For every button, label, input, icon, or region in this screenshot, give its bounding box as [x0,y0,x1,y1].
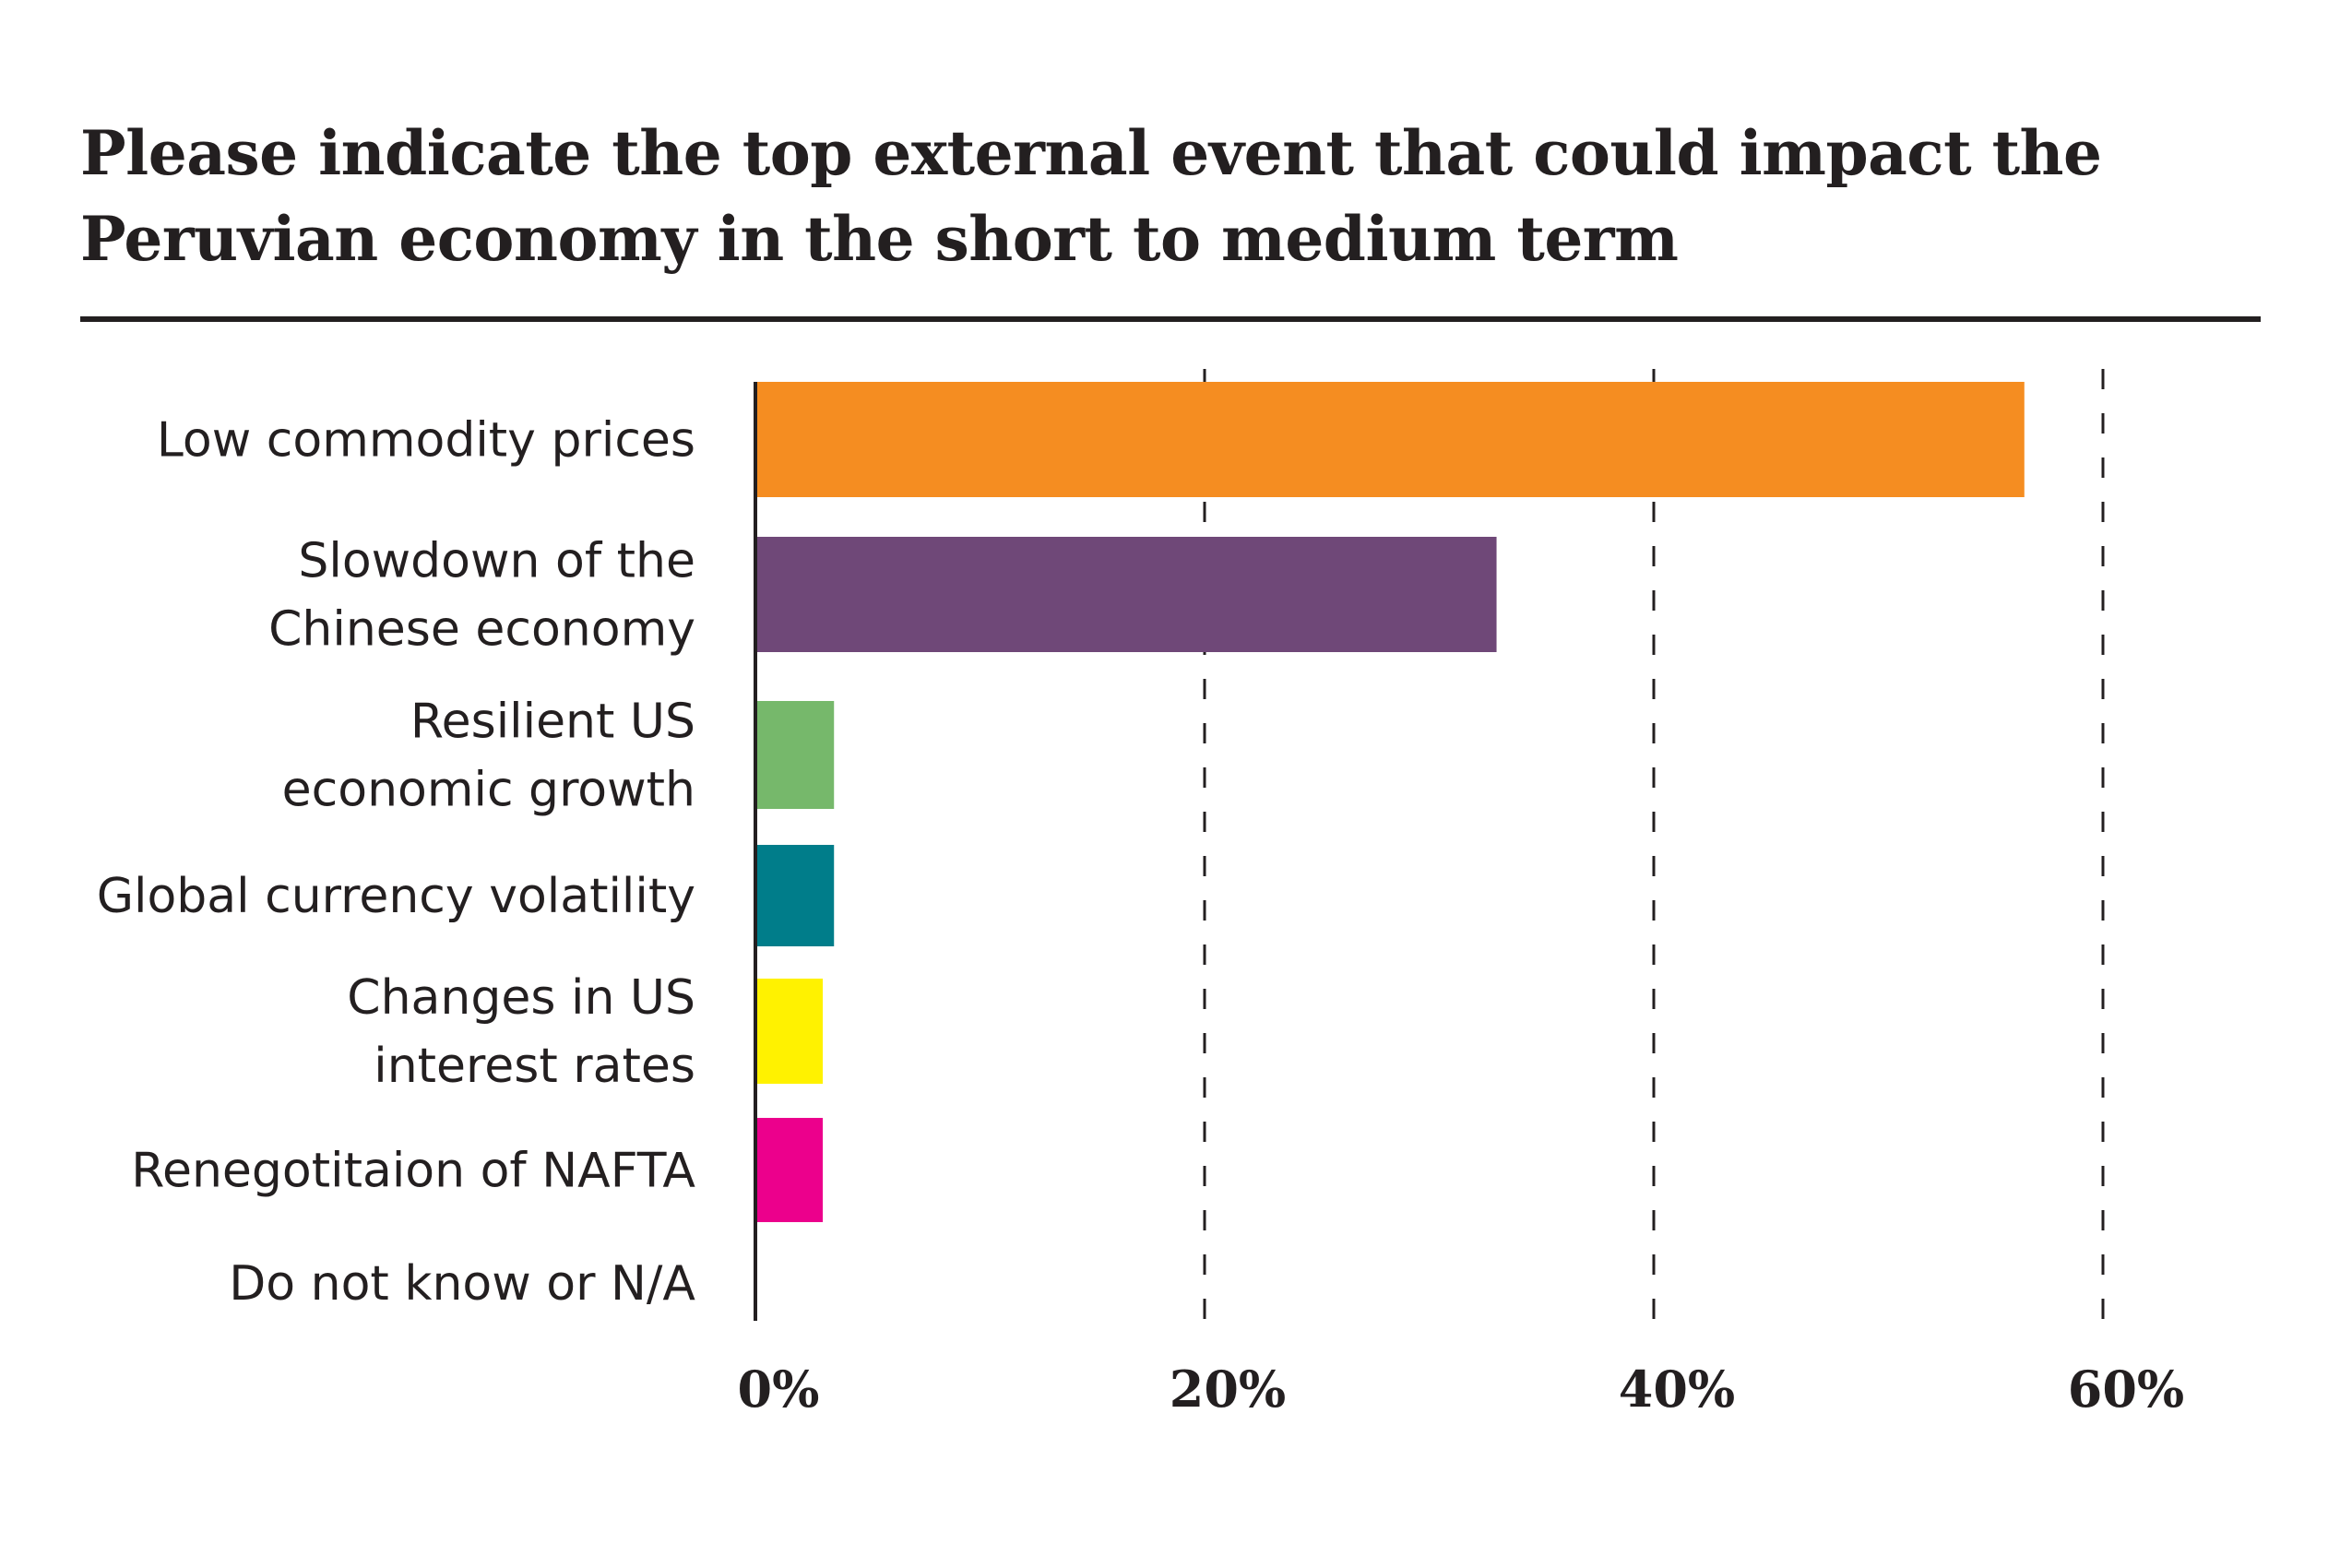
category-label-4-line-0: Changes in US [347,970,695,1026]
category-label-3: Global currency volatility [97,869,695,924]
category-label-6: Do not know or N/A [229,1256,695,1312]
bar-5 [755,1118,824,1222]
category-label-1-line-1: Chinese economy [268,602,695,658]
bar-2 [755,701,835,809]
category-label-1-line-0: Slowdown of the [298,534,695,589]
bar-3 [755,845,835,946]
bar-0 [755,382,2025,497]
category-label-0: Low commodity prices [157,413,695,469]
x-tick-labels: 0% 20% 40% 60% [738,1360,2185,1419]
category-label-5: Renegotitaion of NAFTA [131,1144,695,1199]
x-tick-label-0: 0% [738,1360,820,1419]
bar-1 [755,537,1497,652]
x-tick-label-20: 20% [1170,1360,1286,1419]
category-label-2-line-0: Resilient US [410,695,695,750]
gridlines [1203,369,2105,1321]
x-tick-label-40: 40% [1619,1360,1735,1419]
chart-title-line-1: Please indicate the top external event t… [80,117,2102,189]
chart-title: Please indicate the top external event t… [80,111,2275,282]
bar-4 [755,979,824,1084]
x-tick-label-60: 60% [2068,1360,2184,1419]
category-labels: Low commodity prices Slowdown of the Chine… [97,413,696,1313]
chart-title-line-2: Peruvian economy in the short to medium … [80,203,1679,275]
category-label-2-line-1: economic growth [282,763,695,818]
category-label-4-line-1: interest rates [374,1039,695,1094]
title-divider [80,316,2261,322]
bars [755,382,2025,1222]
